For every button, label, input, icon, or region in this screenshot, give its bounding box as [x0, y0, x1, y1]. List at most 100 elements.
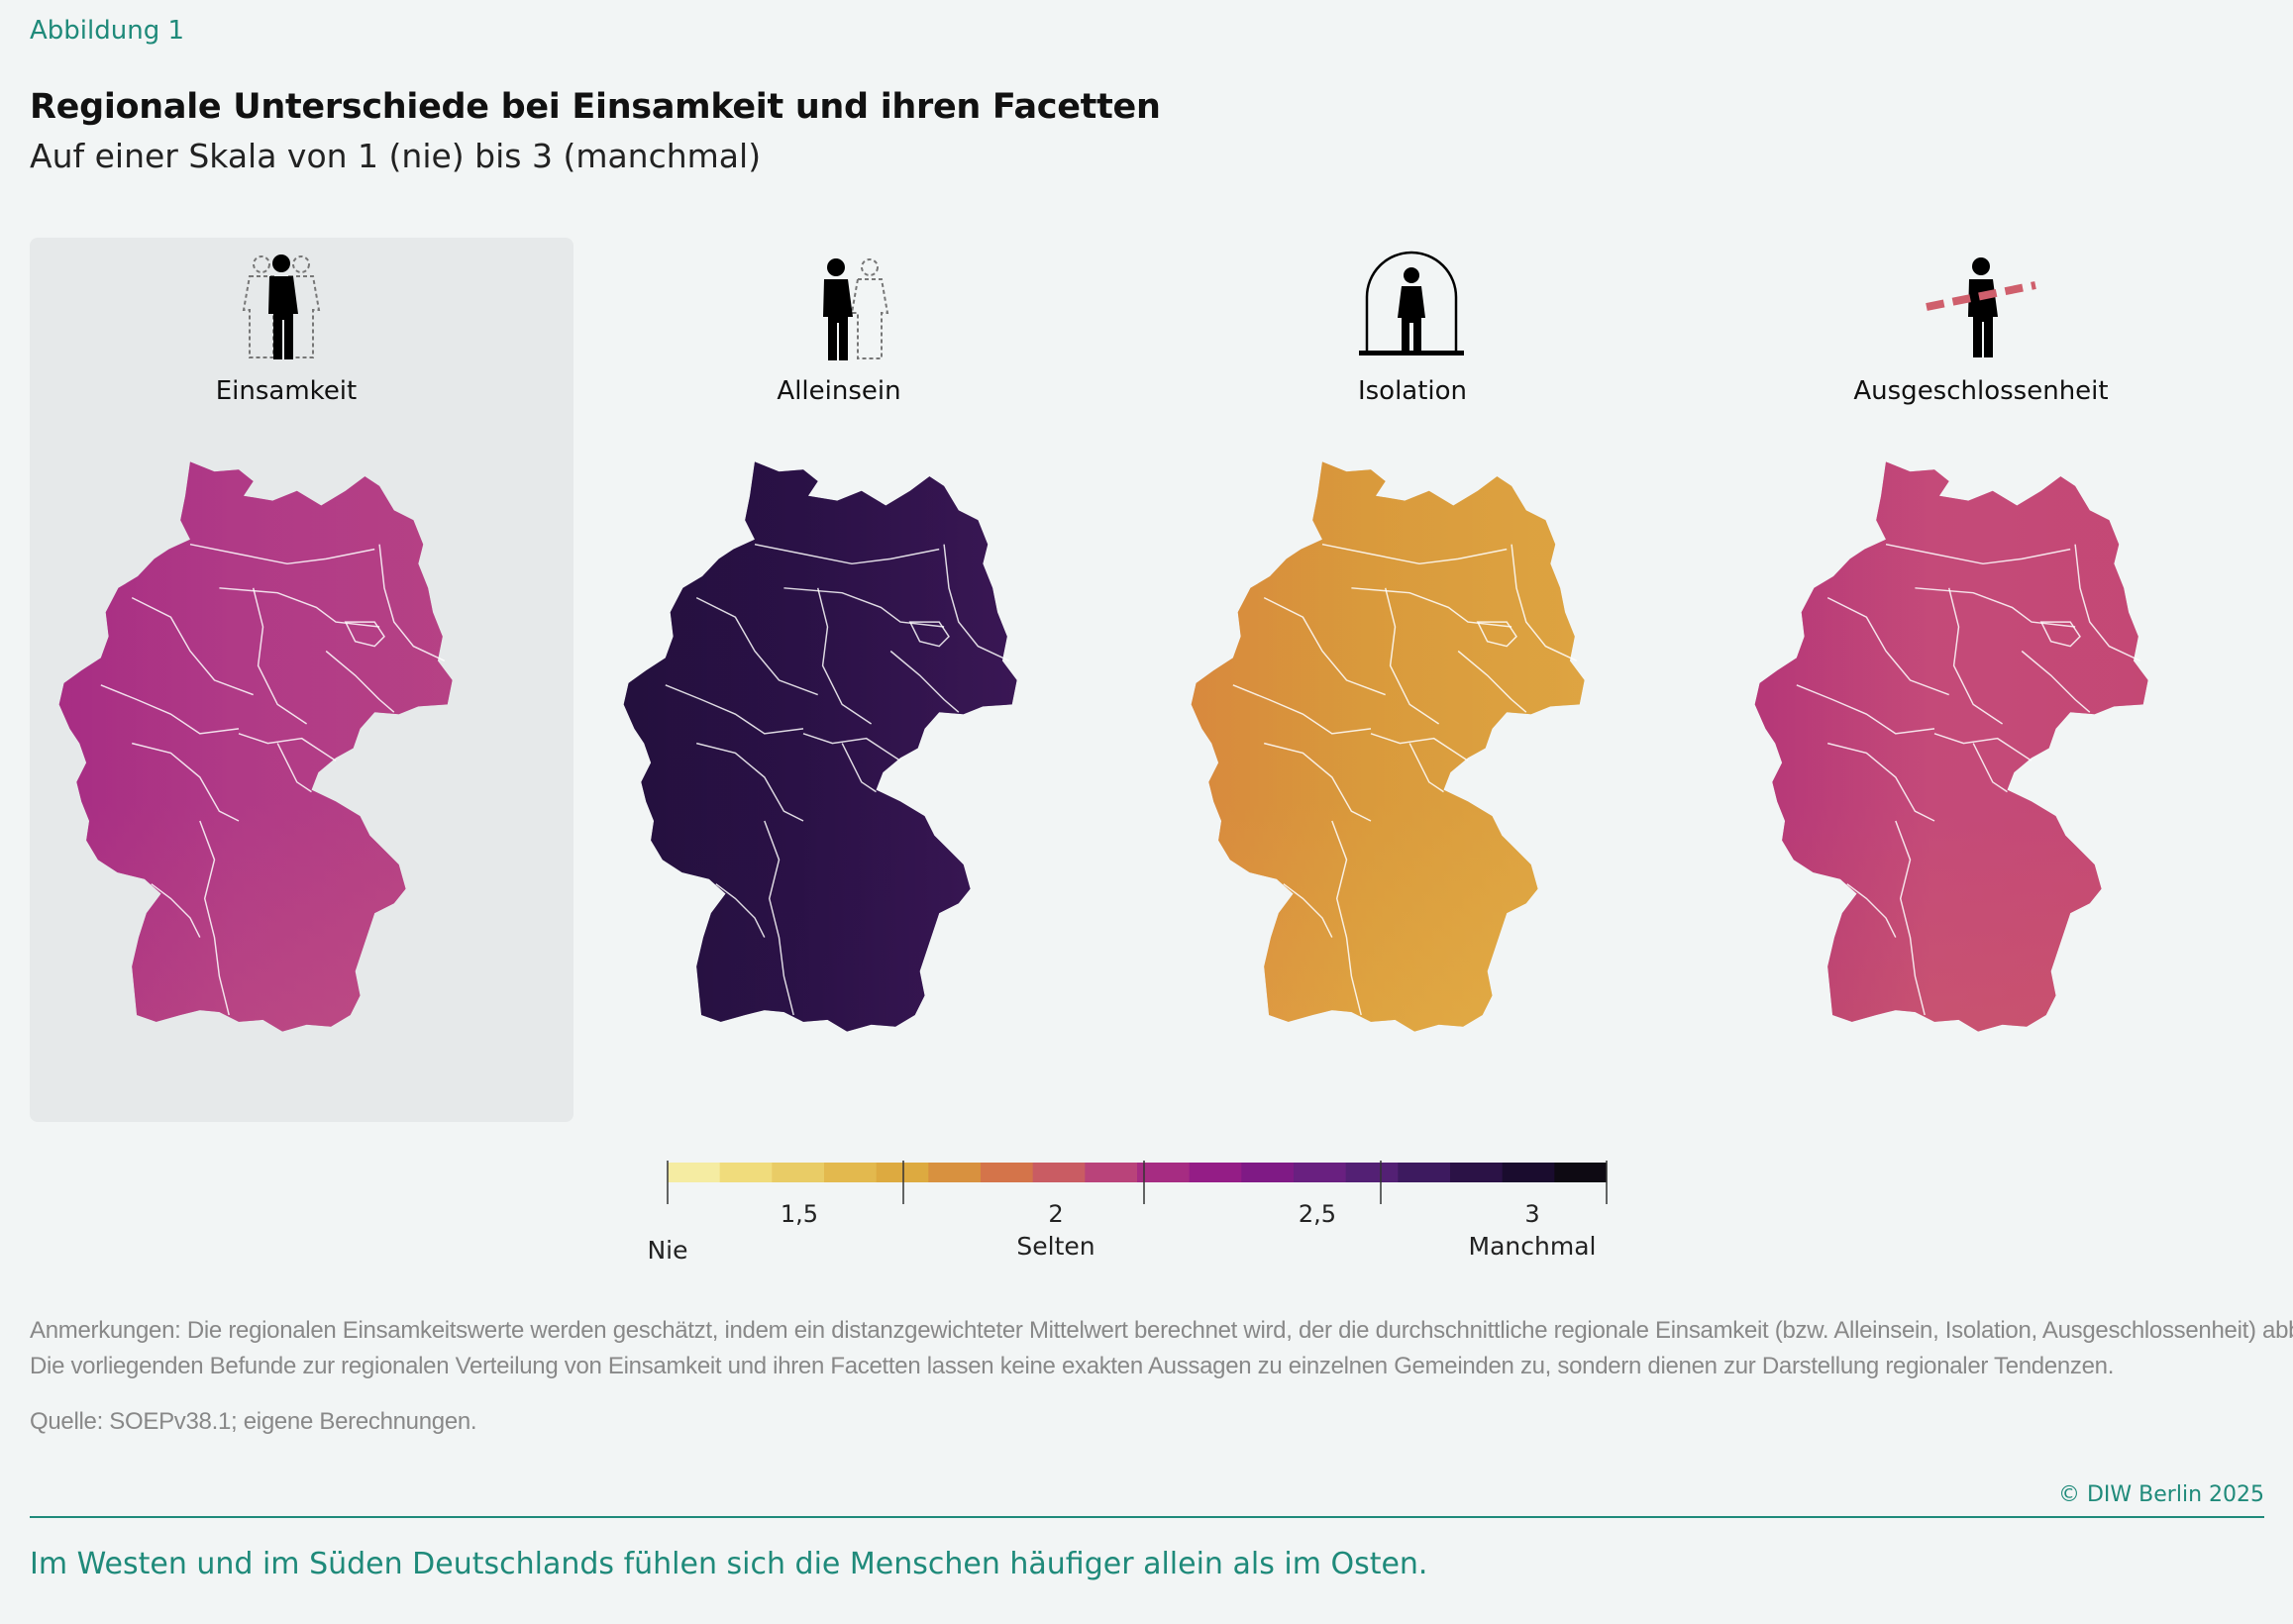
legend-tick-1-5: 1,5 [780, 1200, 819, 1228]
state-border [1895, 820, 1926, 1016]
state-border [1408, 743, 1444, 793]
state-border [344, 621, 385, 648]
state-border [1885, 543, 2071, 565]
state-border [1331, 820, 1362, 1016]
state-border [378, 544, 446, 661]
state-border [1933, 733, 2032, 761]
person-crossed-out-icon [1926, 257, 2036, 357]
state-border [189, 543, 375, 565]
state-border [665, 684, 804, 735]
state-border [1947, 587, 2004, 725]
state-border [841, 743, 877, 793]
legend-tick-2: 2 [1048, 1200, 1064, 1228]
legend-swatch [1294, 1163, 1347, 1182]
legend-swatch [1032, 1163, 1086, 1182]
state-border [816, 587, 873, 725]
state-border [219, 587, 380, 628]
map-shading [1191, 461, 1585, 1032]
state-border [1827, 742, 1935, 822]
state-border [132, 742, 240, 822]
state-border [802, 733, 901, 761]
source-note: Quelle: SOEPv38.1; eigene Berechnungen. [30, 1408, 477, 1435]
state-border [754, 543, 940, 565]
germany-map-isolation [1191, 461, 1585, 1032]
state-border [131, 596, 254, 696]
state-border [2039, 621, 2081, 648]
state-border [1370, 733, 1469, 761]
legend-swatch [1241, 1163, 1295, 1182]
legend-swatch [824, 1163, 878, 1182]
legend-swatch [1137, 1163, 1191, 1182]
legend-label-manchmal: Manchmal [1468, 1232, 1597, 1261]
legend-swatch [1502, 1163, 1555, 1182]
person-with-dashed-companions-icon [242, 254, 321, 359]
legend-tick-2-5: 2,5 [1298, 1200, 1337, 1228]
key-takeaway: Im Westen und im Süden Deutschlands fühl… [30, 1547, 1428, 1581]
legend-swatch [1345, 1163, 1399, 1182]
panel-title-einsamkeit: Einsamkeit [215, 376, 358, 406]
legend-swatch [928, 1163, 982, 1182]
divider-rule [30, 1516, 2264, 1518]
state-border [696, 742, 804, 822]
state-border [252, 587, 308, 725]
panel-title-alleinsein: Alleinsein [777, 376, 901, 406]
state-border [908, 621, 950, 648]
state-border [695, 596, 818, 696]
figure-label: Abbildung 1 [30, 16, 185, 46]
germany-map-ausgeschlossenheit [1754, 461, 2148, 1032]
legend-swatch [719, 1163, 773, 1182]
state-border [889, 650, 960, 713]
germany-map-alleinsein [623, 461, 1017, 1032]
state-border [764, 820, 794, 1016]
state-border [1796, 684, 1935, 735]
state-border [151, 883, 201, 938]
state-border [1915, 587, 2076, 628]
legend-swatch [981, 1163, 1034, 1182]
state-border [715, 883, 766, 938]
state-border [783, 587, 945, 628]
legend-label-nie: Nie [647, 1236, 688, 1265]
copyright: © DIW Berlin 2025 [2058, 1482, 2264, 1507]
map-shading [623, 461, 1017, 1032]
germany-map-einsamkeit [58, 461, 453, 1032]
legend-swatch [1450, 1163, 1504, 1182]
legend-tick-3: 3 [1524, 1200, 1540, 1228]
legend-swatch [772, 1163, 825, 1182]
state-border [1264, 742, 1372, 822]
state-border [2074, 544, 2141, 661]
state-border [1826, 596, 1949, 696]
legend-label-selten: Selten [1016, 1232, 1095, 1261]
map-shading [58, 461, 453, 1032]
figure-subtitle: Auf einer Skala von 1 (nie) bis 3 (manch… [30, 137, 762, 175]
legend-swatch [1398, 1163, 1451, 1182]
state-border [1263, 596, 1386, 696]
state-border [2021, 650, 2091, 713]
state-border [325, 650, 395, 713]
state-border [1476, 621, 1517, 648]
state-border [1321, 543, 1508, 565]
state-border [199, 820, 230, 1016]
person-under-dome-icon [1359, 251, 1464, 355]
state-border [1846, 883, 1897, 938]
state-border [1351, 587, 1512, 628]
legend-swatch [668, 1163, 721, 1182]
legend-swatch [1189, 1163, 1242, 1182]
state-border [943, 544, 1010, 661]
notes-line-1: Anmerkungen: Die regionalen Einsamkeitsw… [30, 1317, 2293, 1344]
state-border [100, 684, 240, 735]
state-border [1511, 544, 1578, 661]
map-shading [1754, 461, 2148, 1032]
state-border [1972, 743, 2008, 793]
figure-title: Regionale Unterschiede bei Einsamkeit un… [30, 87, 1161, 127]
state-border [1457, 650, 1527, 713]
state-border [1283, 883, 1333, 938]
state-border [1232, 684, 1372, 735]
legend-swatch [1554, 1163, 1608, 1182]
color-scale-legend [667, 1161, 1608, 1204]
state-border [276, 743, 312, 793]
state-border [1384, 587, 1440, 725]
person-with-one-dashed-companion-icon [823, 258, 889, 360]
state-border [238, 733, 337, 761]
panel-title-ausgeschlossenheit: Ausgeschlossenheit [1853, 376, 2109, 406]
panel-title-isolation: Isolation [1357, 376, 1468, 406]
